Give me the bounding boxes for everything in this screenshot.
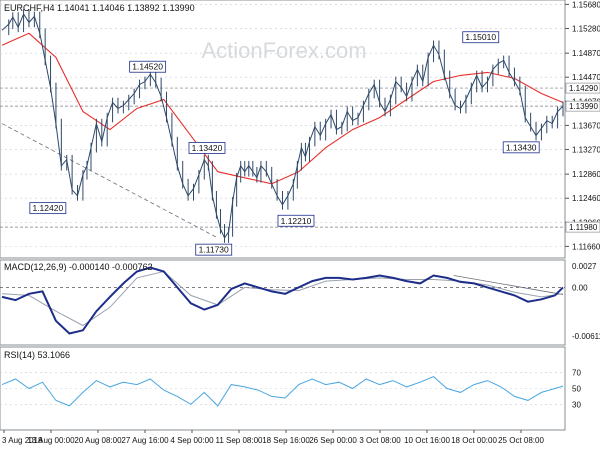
price-annotation-box: [462, 31, 500, 44]
rsi-panel: 70 50 30 RSI(14) 53.1066: [0, 346, 581, 431]
price-annotation-label: 1.13420: [192, 143, 223, 153]
main-y-axis: 1.156801.152801.148701.144701.140701.136…: [565, 0, 600, 251]
price-annotation-label: 1.12210: [281, 216, 312, 226]
macd-panel-frame: [0, 259, 566, 346]
level-tag-label: 1.13990: [569, 102, 598, 111]
price-close-line: [1, 12, 564, 239]
main-trendline: [1, 123, 218, 239]
x-tick-label: 18 Oct 00:00: [451, 436, 497, 445]
main-title: EURCHF,H4 1.14041 1.14046 1.13892 1.1399…: [4, 3, 195, 13]
price-annotations: 1.14520 1.12420 1.13420 1.11730 1.12210 1.150…: [29, 31, 540, 256]
macd-y-tick-label: 0.00: [572, 283, 588, 292]
main-y-tick-label: 1.12860: [572, 170, 600, 179]
price-annotation-label: 1.12420: [32, 203, 63, 213]
main-trendline-line: [1, 123, 218, 239]
price-annotation-box: [502, 141, 540, 154]
price-annotation-box: [195, 243, 233, 256]
price-series: [1, 9, 564, 243]
rsi-y-tick-label: 50: [572, 385, 581, 394]
macd-series: [1, 266, 564, 335]
macd-trendline: [453, 275, 564, 295]
price-annotation-label: 1.15010: [465, 32, 496, 42]
price-annotation-box: [129, 60, 167, 73]
level-tag-label: 1.11980: [569, 223, 598, 232]
x-tick-label: 26 Sep 00:00: [309, 436, 357, 445]
main-y-tick-label: 1.13670: [572, 121, 600, 130]
macd-y-tick-label: 0.0027: [572, 262, 597, 271]
x-tick-label: 18 Sep 16:00: [262, 436, 310, 445]
main-y-tick-label: 1.11660: [572, 242, 600, 251]
price-annotation-label: 1.14520: [132, 62, 163, 72]
main-y-tick-label: 1.15280: [572, 24, 600, 33]
rsi-line: [1, 376, 564, 407]
macd-line: [1, 266, 564, 335]
rsi-y-axis: 70 50 30: [572, 369, 581, 410]
macd-y-tick-label: -0.006114: [572, 332, 600, 341]
rsi-series: [1, 376, 564, 407]
price-annotation-box: [277, 214, 315, 227]
rsi-grid: [0, 372, 565, 405]
rsi-title: RSI(14) 53.1066: [4, 350, 70, 360]
x-tick-label: 3 Oct 08:00: [359, 436, 401, 445]
main-y-tick-label: 1.14470: [572, 73, 600, 82]
main-y-tick-label: 1.13270: [572, 145, 600, 154]
rsi-y-tick-label: 70: [572, 369, 581, 378]
macd-title: MACD(12,26,9) -0.000140 -0.000762: [4, 262, 153, 272]
x-tick-label: 3 Aug 2018: [2, 436, 43, 445]
x-tick-label: 20 Aug 08:00: [74, 436, 122, 445]
level-tag-label: 1.14290: [569, 84, 598, 93]
x-tick-label: 11 Sep 08:00: [215, 436, 263, 445]
price-annotation-label: 1.13430: [506, 142, 537, 152]
x-tick-label: 25 Oct 08:00: [498, 436, 544, 445]
main-y-tick-label: 1.12460: [572, 194, 600, 203]
macd-panel: 0.0027 0.00 -0.006114 MACD(12,26,9) -0.000…: [0, 259, 600, 346]
macd-y-axis: 0.0027 0.00 -0.006114: [572, 262, 600, 341]
main-y-tick-label: 1.14870: [572, 49, 600, 58]
macd-trendline-line: [453, 275, 564, 295]
price-annotation-box: [29, 202, 67, 215]
price-annotation-box: [188, 142, 226, 154]
watermark: ActionForex.com: [201, 38, 366, 63]
x-tick-label: 10 Oct 16:00: [404, 436, 450, 445]
level-tag-box: [565, 82, 600, 94]
rsi-y-tick-label: 30: [572, 400, 581, 409]
x-tick-label: 27 Aug 16:00: [121, 436, 169, 445]
x-tick-label: 4 Sep 00:00: [170, 436, 214, 445]
price-annotation-label: 1.11730: [199, 245, 229, 255]
level-tag-box: [565, 100, 600, 112]
level-tag-box: [565, 221, 600, 233]
main-panel: ActionForex.com 1.15680 1.15280 1.14870 1.1…: [0, 0, 600, 259]
main-y-tick-label: 1.15680: [572, 0, 600, 9]
x-tick-label: 13 Aug 00:00: [27, 436, 75, 445]
